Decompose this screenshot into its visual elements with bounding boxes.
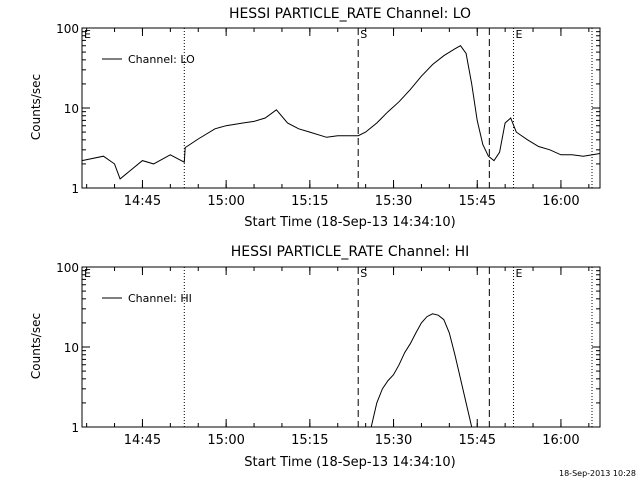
y-axis-label: Counts/sec xyxy=(29,313,43,379)
x-tick-label: 16:00 xyxy=(542,433,579,448)
generation-timestamp: 18-Sep-2013 10:28 xyxy=(559,469,636,478)
legend-label: Channel: HI xyxy=(128,292,192,305)
x-tick-label: 15:45 xyxy=(459,194,496,209)
x-tick-label: 15:00 xyxy=(207,194,244,209)
x-tick-label: 15:15 xyxy=(291,433,328,448)
y-tick-label: 10 xyxy=(64,341,79,355)
y-tick-label: 100 xyxy=(56,22,79,36)
legend-label: Channel: LO xyxy=(128,53,195,66)
x-tick-label: 14:45 xyxy=(124,433,161,448)
marker-label: E xyxy=(516,28,523,41)
y-tick-label: 10 xyxy=(64,102,79,116)
y-axis-label: Counts/sec xyxy=(29,74,43,140)
series-line xyxy=(81,45,601,180)
plot-frame xyxy=(81,27,601,189)
lo-channel-panel: HESSI PARTICLE_RATE Channel: LO Start Ti… xyxy=(29,6,601,230)
y-tick-label: 100 xyxy=(56,261,79,275)
marker-label: E xyxy=(516,267,523,280)
x-axis-label: Start Time (18-Sep-13 14:34:10) xyxy=(244,455,455,470)
series-line xyxy=(370,313,473,428)
marker-label: E xyxy=(84,28,91,41)
marker-label: S xyxy=(360,28,367,41)
x-tick-label: 15:30 xyxy=(375,194,412,209)
marker-label: E xyxy=(84,267,91,280)
plot-frame xyxy=(81,266,601,428)
y-tick-label: 1 xyxy=(71,182,79,196)
x-tick-label: 15:45 xyxy=(459,433,496,448)
x-tick-label: 15:15 xyxy=(291,194,328,209)
chart-title: HESSI PARTICLE_RATE Channel: HI xyxy=(231,244,469,260)
x-tick-label: 16:00 xyxy=(542,194,579,209)
chart-title: HESSI PARTICLE_RATE Channel: LO xyxy=(229,6,471,22)
x-axis-label: Start Time (18-Sep-13 14:34:10) xyxy=(244,215,455,230)
x-tick-label: 15:00 xyxy=(207,433,244,448)
x-tick-label: 15:30 xyxy=(375,433,412,448)
marker-label: S xyxy=(360,267,367,280)
y-tick-label: 1 xyxy=(71,421,79,435)
hi-channel-panel: HESSI PARTICLE_RATE Channel: HI Start Ti… xyxy=(29,244,601,470)
x-tick-label: 14:45 xyxy=(124,194,161,209)
